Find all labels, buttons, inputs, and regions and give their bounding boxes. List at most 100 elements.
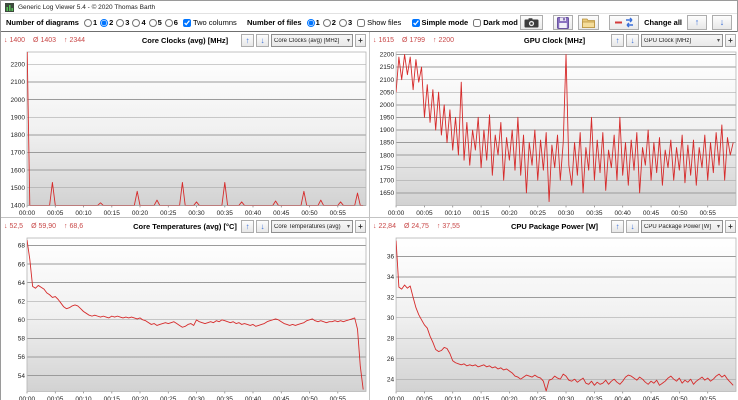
simple-mode-checkbox-input[interactable] — [411, 18, 420, 27]
two-columns-checkbox-input[interactable] — [182, 18, 191, 27]
dark-mode-checkbox[interactable]: Dark mod — [473, 18, 518, 27]
svg-text:00:30: 00:30 — [188, 210, 205, 217]
chart-plot[interactable]: 54 56 58 60 62 64 66 68 00:00 00:05 00:10 00:15 00:2… — [1, 235, 369, 400]
radio-label: 2 — [331, 18, 336, 27]
change-all-label: Change all — [644, 18, 683, 27]
stat-min: ↓ 1400 — [4, 37, 25, 44]
radio-files-3-input[interactable] — [338, 18, 347, 27]
svg-text:54: 54 — [18, 373, 26, 380]
signal-up-button[interactable]: ↑ — [611, 34, 624, 47]
radio-diagrams-4-input[interactable] — [132, 18, 141, 27]
app-icon — [5, 2, 14, 12]
svg-text:66: 66 — [18, 262, 26, 269]
two-columns-checkbox[interactable]: Two columns — [182, 18, 237, 27]
signal-down-button[interactable]: ↓ — [626, 220, 639, 234]
max-arrow-icon: ↑ — [64, 223, 68, 231]
add-signal-button[interactable]: + — [355, 220, 366, 234]
simple-mode-label: Simple mode — [421, 18, 469, 27]
window-title: Generic Log Viewer 5.4 - © 2020 Thomas B… — [18, 3, 156, 11]
signal-select[interactable]: Core Temperatures (avg) ▾ — [271, 220, 353, 234]
radio-diagrams-1[interactable]: 1 — [83, 18, 97, 27]
svg-text:1700: 1700 — [380, 177, 395, 184]
radio-files-2-input[interactable] — [322, 18, 331, 27]
dark-mode-label: Dark mod — [483, 18, 518, 27]
stat-avg: Ø 59,90 — [31, 223, 56, 230]
chart-panel-header: Core Temperatures (avg) [°C] ↓ 52,5 Ø 59… — [1, 218, 369, 235]
add-signal-button[interactable]: + — [355, 34, 366, 47]
signal-up-button[interactable]: ↑ — [241, 34, 254, 47]
radio-files-1[interactable]: 1 — [306, 18, 320, 27]
svg-text:68: 68 — [18, 243, 26, 250]
stat-max-value: 37,55 — [442, 223, 460, 231]
stat-min-value: 1615 — [378, 37, 395, 44]
signal-select[interactable]: CPU Package Power [W] ▾ — [641, 220, 723, 234]
signal-up-button[interactable]: ↑ — [241, 220, 254, 234]
stat-avg: Ø 1799 — [402, 37, 425, 44]
svg-text:00:15: 00:15 — [473, 396, 490, 400]
radio-diagrams-6-input[interactable] — [164, 18, 173, 27]
svg-text:62: 62 — [18, 299, 26, 306]
svg-text:00:15: 00:15 — [104, 396, 121, 400]
change-all-up-button[interactable]: ↑ — [687, 15, 708, 30]
radio-diagrams-3-input[interactable] — [116, 18, 125, 27]
radio-diagrams-6[interactable]: 6 — [164, 18, 178, 27]
radio-diagrams-3[interactable]: 3 — [116, 18, 129, 27]
show-files-checkbox[interactable]: Show files — [357, 18, 401, 27]
radio-files-1-input[interactable] — [306, 18, 315, 27]
radio-files-3[interactable]: 3 — [338, 18, 352, 27]
svg-text:00:50: 00:50 — [671, 396, 688, 400]
svg-text:1900: 1900 — [11, 114, 26, 121]
svg-text:00:25: 00:25 — [160, 396, 177, 400]
add-signal-button[interactable]: + — [725, 220, 736, 234]
average-icon: Ø — [33, 37, 39, 44]
stat-min: ↓ 22,84 — [373, 223, 396, 230]
signal-select[interactable]: Core Clocks (avg) [MHz] ▾ — [271, 34, 353, 47]
radio-diagrams-5[interactable]: 5 — [148, 18, 162, 27]
svg-text:2200: 2200 — [11, 62, 26, 69]
open-folder-button[interactable] — [577, 15, 599, 30]
radio-diagrams-2[interactable]: 2 — [100, 18, 113, 27]
signal-down-button[interactable]: ↓ — [256, 220, 269, 234]
plus-icon: + — [728, 221, 733, 231]
save-button[interactable] — [552, 15, 573, 30]
add-signal-button[interactable]: + — [725, 34, 736, 47]
chart-plot[interactable]: 1400 1500 1600 1700 1800 1900 2000 2100 2200 00:0… — [1, 49, 369, 217]
stat-min-value: 1400 — [9, 37, 26, 44]
svg-text:00:20: 00:20 — [132, 210, 149, 217]
down-arrow-icon: ↓ — [260, 35, 265, 45]
signal-down-button[interactable]: ↓ — [626, 34, 639, 47]
min-arrow-icon: ↓ — [4, 37, 8, 44]
show-files-checkbox-input[interactable] — [357, 18, 366, 27]
chart-plot[interactable]: 1650 1700 1750 1800 1850 1900 1950 2000 2050 2100… — [370, 49, 738, 217]
chart-plot[interactable]: 24 26 28 30 32 34 36 00:00 00:05 00:10 00:15 00:20 0… — [370, 235, 738, 400]
chart-controls: ↑ ↓ GPU Clock [MHz] ▾ + — [611, 34, 736, 47]
radio-diagrams-1-input[interactable] — [83, 18, 92, 27]
dark-mode-checkbox-input[interactable] — [473, 18, 482, 27]
radio-files-2[interactable]: 2 — [322, 18, 336, 27]
toolbar: Number of diagrams 1 2 3 4 5 6 Two columns Nu… — [1, 14, 737, 31]
svg-text:00:00: 00:00 — [388, 396, 405, 400]
signal-select[interactable]: GPU Clock [MHz] ▾ — [641, 34, 723, 47]
svg-text:00:30: 00:30 — [188, 396, 205, 400]
chart-stats: ↓ 1400 Ø 1403 ↑ 2344 — [4, 37, 85, 44]
floppy-disk-icon — [556, 16, 569, 29]
down-arrow-icon: ↓ — [630, 35, 635, 45]
average-icon: Ø — [402, 37, 408, 44]
svg-text:2200: 2200 — [380, 52, 395, 59]
signal-down-button[interactable]: ↓ — [256, 34, 269, 47]
radio-diagrams-2-input[interactable] — [100, 18, 109, 27]
stat-max-value: 2200 — [438, 37, 455, 44]
reset-zoom-button[interactable] — [609, 15, 640, 30]
radio-diagrams-5-input[interactable] — [148, 18, 157, 27]
signal-up-button[interactable]: ↑ — [611, 220, 624, 234]
chart-panel: Core Temperatures (avg) [°C] ↓ 52,5 Ø 59… — [1, 218, 370, 400]
simple-mode-checkbox[interactable]: Simple mode — [411, 18, 469, 27]
down-arrow-icon: ↓ — [260, 221, 265, 231]
stat-min: ↓ 52,5 — [4, 223, 23, 230]
change-all-down-button[interactable]: ↓ — [712, 15, 733, 30]
radio-diagrams-4[interactable]: 4 — [132, 18, 146, 27]
svg-text:00:00: 00:00 — [19, 396, 36, 400]
screenshot-button[interactable] — [519, 15, 543, 30]
radio-label: 1 — [315, 18, 320, 27]
file-count-radio-group: 1 2 3 — [306, 18, 352, 27]
